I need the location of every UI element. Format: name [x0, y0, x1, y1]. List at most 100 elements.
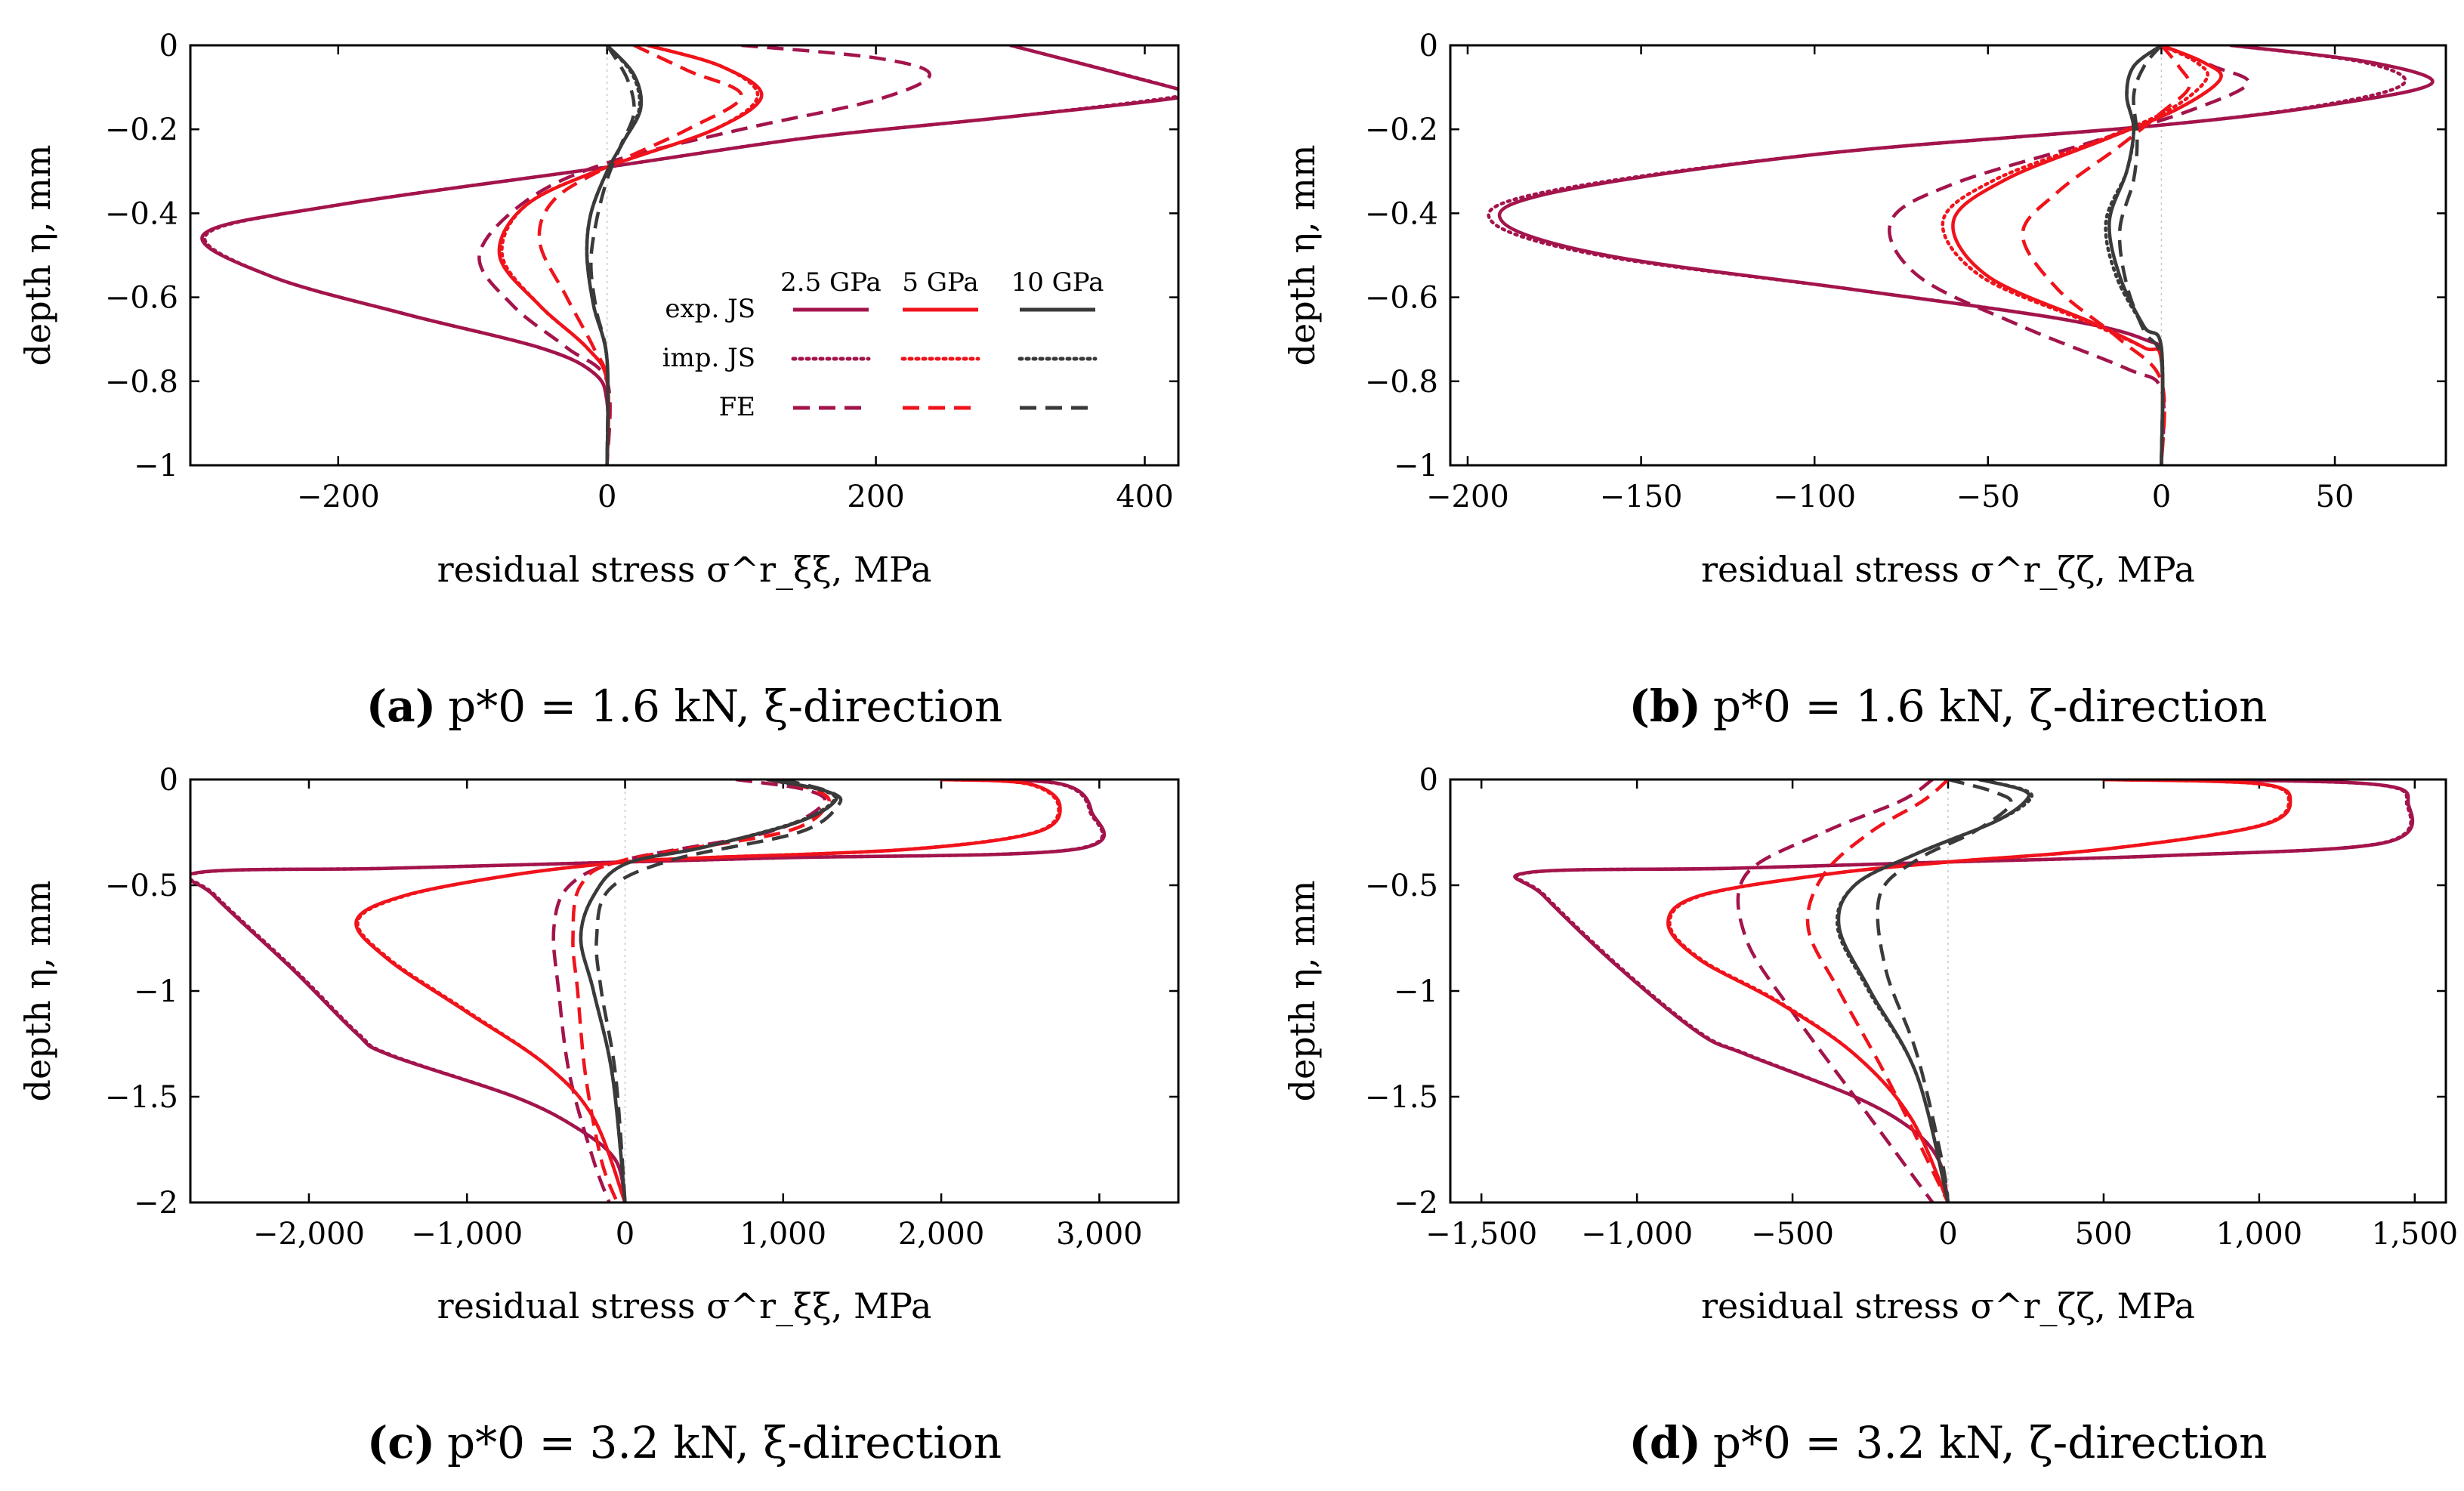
series-group-b [1487, 45, 2435, 465]
legend-header-2-5gpa: 2.5 GPa [780, 267, 882, 298]
ytick-label-a-4: −0.8 [105, 365, 178, 400]
caption-c: (c) p*0 = 3.2 kN, ξ-direction [367, 1417, 1002, 1468]
xlabel-a: residual stress σ^r_ξξ, MPa [437, 549, 932, 590]
plot-frame-c [189, 778, 1180, 1204]
series-line-b-imp-js-5-gpa [1941, 45, 2209, 465]
legend-background [650, 249, 1125, 434]
series-line-b-exp-js-5-gpa [1951, 45, 2223, 465]
xtick-label-c-2: 0 [616, 1217, 635, 1252]
ylabel-a: depth η, mm [17, 145, 58, 366]
ytick-label-b-1: −0.2 [1365, 113, 1438, 147]
caption-a: (a) p*0 = 1.6 kN, ξ-direction [366, 681, 1003, 732]
series-line-a-exp-js-10-gpa [585, 45, 644, 465]
xtick-label-a-2: 200 [847, 480, 904, 514]
legend-header-10gpa: 10 GPa [1011, 267, 1104, 298]
panel-b: −200 −150 −100 −50 0 50 0 −0.2 −0.4 −0.6 −0.8 −1 de… [1282, 29, 2447, 732]
legend-row-imp-js: imp. JS [662, 343, 755, 373]
series-line-b-imp-js-10-gpa [2104, 45, 2165, 465]
xtick-label-c-4: 2,000 [898, 1217, 985, 1252]
series-line-a-fe-2-5-gpa [477, 45, 932, 465]
series-group-a [200, 45, 1178, 465]
xtick-label-c-5: 3,000 [1056, 1217, 1143, 1252]
plot-area-c: −2,000 −1,000 0 1,000 2,000 3,000 0 −0.5 −1 −1.5 −… [105, 763, 1178, 1252]
series-line-a-fe-5-gpa [537, 45, 743, 465]
xtick-label-c-3: 1,000 [740, 1217, 827, 1252]
xtick-label-a-3: 400 [1116, 480, 1173, 514]
ytick-label-b-5: −1 [1394, 449, 1438, 483]
series-line-a-imp-js-2-5-gpa [202, 45, 1178, 465]
series-line-a-fe-10-gpa [589, 45, 636, 465]
ytick-label-c-1: −0.5 [105, 869, 178, 903]
ytick-label-b-0: 0 [1419, 29, 1438, 63]
ylabel-d: depth η, mm [1282, 881, 1323, 1102]
caption-text-a: p*0 = 1.6 kN, ξ-direction [448, 681, 1002, 732]
ylabel-b: depth η, mm [1282, 145, 1323, 366]
ylabel-c: depth η, mm [17, 881, 58, 1102]
ytick-label-a-3: −0.6 [105, 281, 178, 316]
caption-text-d: p*0 = 3.2 kN, ζ-direction [1713, 1417, 2268, 1468]
ytick-label-b-2: −0.4 [1365, 196, 1438, 231]
ytick-label-d-3: −1.5 [1365, 1080, 1438, 1115]
series-group-d [1513, 779, 2415, 1202]
series-line-d-fe-2-5-gpa [1736, 779, 1934, 1202]
ytick-label-d-4: −2 [1394, 1186, 1438, 1221]
plot-frame-a [189, 44, 1180, 467]
series-line-c-fe-10-gpa [594, 779, 843, 1202]
ytick-label-d-2: −1 [1394, 974, 1438, 1009]
xtick-label-b-4: 0 [2152, 480, 2171, 514]
xlabel-d: residual stress σ^r_ζζ, MPa [1701, 1286, 2195, 1326]
ytick-label-d-1: −0.5 [1365, 869, 1438, 903]
plot-area-a: −200 0 200 400 0 −0.2 −0.4 −0.6 −0.8 −1 [105, 29, 1178, 514]
xtick-label-d-5: 1,000 [2216, 1217, 2303, 1252]
ytick-label-a-2: −0.4 [105, 196, 178, 231]
xtick-label-d-3: 0 [1938, 1217, 1957, 1252]
series-group-c [190, 779, 1107, 1202]
ytick-label-a-5: −1 [134, 449, 178, 483]
plot-area-d: −1,500 −1,000 −500 0 500 1,000 1,500 0 −0.5 −1 −1.… [1365, 763, 2458, 1252]
ytick-label-c-3: −1.5 [105, 1080, 178, 1115]
caption-text-c: p*0 = 3.2 kN, ξ-direction [447, 1417, 1002, 1468]
caption-letter-c: (c) [367, 1417, 435, 1468]
panel-c: −2,000 −1,000 0 1,000 2,000 3,000 0 −0.5 −1 −1.5 −… [17, 763, 1180, 1468]
ytick-label-a-0: 0 [159, 29, 178, 63]
plot-frame-d [1449, 778, 2447, 1204]
series-line-b-fe-10-gpa [2117, 45, 2165, 465]
xtick-label-b-2: −100 [1773, 480, 1856, 514]
series-line-b-fe-5-gpa [2021, 45, 2192, 465]
legend-samples [791, 307, 1098, 410]
legend-row-fe: FE [719, 392, 755, 422]
series-line-c-imp-js-2-5-gpa [190, 779, 1104, 1202]
series-line-d-fe-10-gpa [1876, 779, 2013, 1202]
legend: 2.5 GPa 5 GPa 10 GPa exp. JS imp. JS FE [650, 249, 1125, 434]
plot-frame-b [1449, 44, 2447, 467]
xtick-label-d-1: −1,000 [1581, 1217, 1693, 1252]
series-line-c-imp-js-5-gpa [356, 779, 1061, 1202]
ytick-label-c-2: −1 [134, 974, 178, 1009]
series-line-d-fe-5-gpa [1805, 779, 1950, 1202]
panel-a: −200 0 200 400 0 −0.2 −0.4 −0.6 −0.8 −1 depth η, … [17, 29, 1180, 732]
ytick-label-c-0: 0 [159, 763, 178, 798]
series-line-b-imp-js-2-5-gpa [1487, 45, 2407, 465]
series-line-c-fe-5-gpa [571, 779, 831, 1202]
xtick-label-a-1: 0 [597, 480, 616, 514]
series-line-d-imp-js-10-gpa [1835, 779, 2034, 1202]
xtick-label-d-0: −1,500 [1425, 1217, 1537, 1252]
caption-d: (d) p*0 = 3.2 kN, ζ-direction [1629, 1417, 2267, 1468]
xtick-label-b-5: 50 [2316, 480, 2354, 514]
ytick-label-d-0: 0 [1419, 763, 1438, 798]
ytick-label-c-4: −2 [134, 1186, 178, 1221]
series-line-b-exp-js-10-gpa [2107, 45, 2165, 465]
caption-b: (b) p*0 = 1.6 kN, ζ-direction [1629, 681, 2267, 732]
caption-text-b: p*0 = 1.6 kN, ζ-direction [1713, 681, 2268, 732]
legend-row-exp-js: exp. JS [665, 294, 755, 324]
plot-area-b: −200 −150 −100 −50 0 50 0 −0.2 −0.4 −0.6 −0.8 −1 [1365, 29, 2446, 514]
xtick-label-c-0: −2,000 [253, 1217, 365, 1252]
caption-letter-a: (a) [366, 681, 436, 732]
series-line-a-imp-js-5-gpa [500, 45, 760, 465]
xtick-label-a-0: −200 [297, 480, 380, 514]
xlabel-b: residual stress σ^r_ζζ, MPa [1701, 549, 2195, 590]
ytick-label-b-4: −0.8 [1365, 365, 1438, 400]
ytick-label-b-3: −0.6 [1365, 281, 1438, 316]
